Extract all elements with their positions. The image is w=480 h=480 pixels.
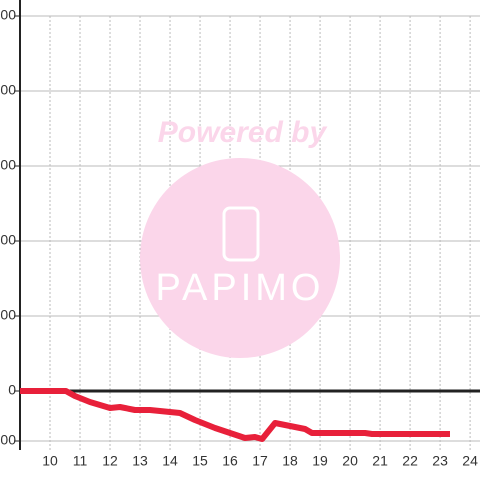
x-tick-label: 11 — [73, 453, 88, 469]
x-tick-label: 13 — [132, 453, 148, 469]
line — [20, 388, 450, 442]
x-tick-label: 21 — [372, 453, 388, 469]
x-tick-label: 20 — [342, 453, 358, 469]
y-tick-label: -20,000 — [0, 432, 16, 448]
y-tick-label: 120,000 — [0, 82, 16, 98]
x-tick-label: 16 — [222, 453, 238, 469]
x-tick-label: 12 — [102, 453, 118, 469]
y-tick-label: 60,000 — [0, 232, 16, 248]
y-tick-label: 150,000 — [0, 7, 16, 23]
x-tick-label: 17 — [252, 453, 268, 469]
watermark-circle — [140, 158, 340, 358]
x-tick-label: 15 — [192, 453, 208, 469]
x-tick-label: 14 — [162, 453, 178, 469]
y-tick-label: 90,000 — [0, 157, 16, 173]
x-tick-label: 23 — [432, 453, 448, 469]
y-tick-label: 0 — [8, 382, 16, 398]
watermark-logo: PAPIMO — [156, 267, 325, 309]
y-tick-label: 30,000 — [0, 307, 16, 323]
x-tick-label: 18 — [282, 453, 298, 469]
x-tick-label: 19 — [312, 453, 328, 469]
watermark-phone — [222, 206, 260, 262]
x-tick-label: 24 — [462, 453, 478, 469]
watermark-text: Powered by — [158, 116, 328, 149]
x-tick-label: 22 — [402, 453, 418, 469]
watermark: Powered by PAPIMO — [140, 116, 340, 358]
x-tick-label: 10 — [42, 453, 58, 469]
